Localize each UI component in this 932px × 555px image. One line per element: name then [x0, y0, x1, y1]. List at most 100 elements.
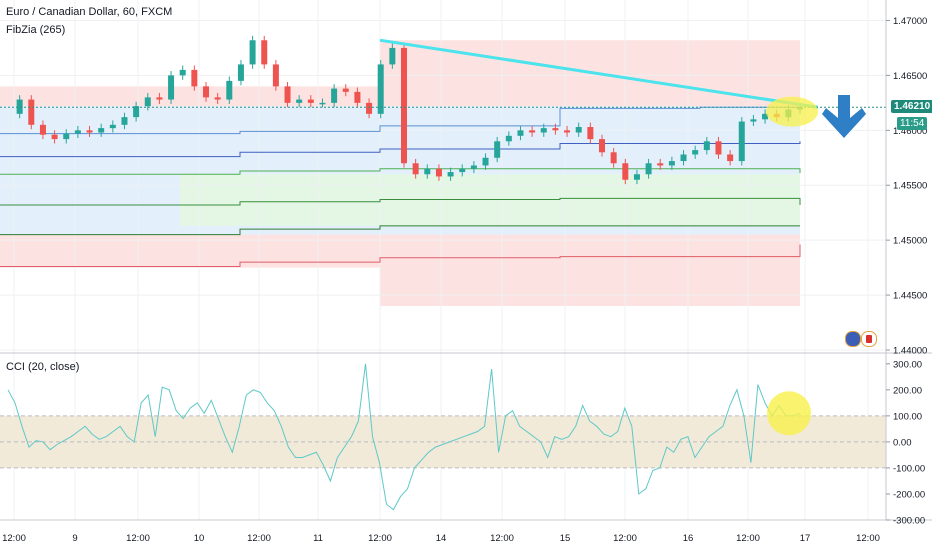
time-tick-label: 12:00 — [2, 533, 26, 544]
time-tick-label: 16 — [683, 533, 694, 544]
candle-body — [575, 127, 582, 133]
candle-body — [727, 154, 734, 162]
fib-line-green-3 — [0, 225, 800, 236]
ca-flag-icon[interactable] — [861, 331, 877, 347]
candle-body — [331, 88, 338, 103]
cci-tick-label: -100.00 — [893, 463, 925, 474]
price-tick-label: 1.44500 — [893, 291, 927, 302]
candle-body — [249, 40, 256, 65]
candle-body — [98, 128, 105, 133]
candle-body — [214, 97, 221, 100]
candle-body — [377, 64, 384, 114]
candle-body — [692, 150, 699, 155]
candle-body — [284, 86, 291, 103]
candle-body — [517, 130, 524, 136]
candle-body — [564, 130, 571, 133]
cci-tick-label: 100.00 — [893, 411, 922, 422]
candle-body — [645, 163, 652, 175]
candle-body — [401, 47, 407, 164]
candle-body — [272, 64, 279, 87]
candle-body — [750, 119, 757, 122]
candle-body — [668, 161, 675, 166]
cci-tick-label: -200.00 — [893, 489, 925, 500]
candle-body — [354, 91, 361, 103]
candle-body — [703, 141, 710, 151]
fib-line-mid-blue — [0, 141, 801, 158]
time-tick-label: 12:00 — [247, 533, 271, 544]
candle-body — [459, 168, 466, 173]
candle-body — [51, 134, 58, 140]
candle-body — [203, 86, 209, 98]
candle-body — [307, 99, 314, 103]
cci-tick-label: 200.00 — [893, 385, 922, 396]
fib-lines — [0, 106, 801, 268]
candle-body — [424, 168, 431, 175]
candle-body — [470, 165, 477, 169]
chart-title: Euro / Canadian Dollar, 60, FXCM — [6, 6, 173, 18]
trendline — [379, 38, 819, 109]
candle-body — [179, 69, 186, 76]
time-tick-label: 12:00 — [126, 533, 150, 544]
candle-body — [540, 128, 547, 133]
candle-body — [738, 121, 745, 162]
time-tick-label: 10 — [194, 533, 205, 544]
candle-body — [435, 168, 442, 177]
time-tick-label: 9 — [72, 533, 77, 544]
candle-body — [133, 106, 140, 118]
candle-body — [680, 154, 687, 162]
price-tick-label: 1.45500 — [893, 181, 927, 192]
fib-line-upper-blue — [0, 106, 800, 135]
candle-body — [109, 124, 116, 129]
candle-body — [16, 99, 23, 114]
candle-body — [63, 133, 70, 140]
time-tick-label: 11 — [313, 533, 323, 544]
cci-panel — [0, 363, 886, 511]
candle-body — [657, 163, 664, 166]
candle-body — [39, 124, 46, 135]
candle-body — [261, 40, 268, 65]
candle-body — [28, 99, 35, 125]
candle-body — [86, 130, 93, 133]
indicator-label: FibZia (265) — [6, 24, 66, 36]
candle-body — [296, 99, 303, 103]
time-tick-label: 17 — [800, 533, 811, 544]
time-tick-label: 14 — [436, 533, 447, 544]
countdown-badge: 11:54 — [897, 117, 928, 130]
candle-body — [587, 127, 594, 140]
candle-body — [191, 69, 198, 87]
zone-green — [180, 174, 800, 226]
candle-body — [226, 80, 233, 100]
candle-body — [74, 130, 81, 134]
price-tick-label: 1.44000 — [893, 346, 927, 357]
candle-body — [168, 75, 175, 100]
candle-body — [366, 102, 373, 114]
candle-body — [552, 128, 559, 131]
price-tick-label: 1.45000 — [893, 236, 927, 247]
candle-body — [237, 64, 244, 81]
time-tick-label: 12:00 — [736, 533, 760, 544]
candle-body — [622, 163, 629, 180]
eu-flag-icon[interactable] — [845, 331, 861, 347]
candle-body — [610, 152, 617, 164]
highlight-ellipse — [766, 96, 818, 127]
down-arrow-icon — [822, 95, 866, 138]
price-tick-label: 1.46000 — [893, 126, 927, 137]
time-tick-label: 12:00 — [368, 533, 392, 544]
price-tick-label: 1.46500 — [893, 71, 927, 82]
candle-body — [342, 88, 349, 92]
time-tick-label: 12:00 — [490, 533, 514, 544]
annotations — [0, 38, 886, 138]
fib-zones — [0, 40, 800, 307]
fib-line-green-2 — [0, 197, 801, 206]
cci-label: CCI (20, close) — [6, 361, 80, 373]
candle-body — [505, 135, 512, 142]
candle-body — [389, 47, 396, 65]
candle-body — [156, 97, 163, 100]
cci-tick-label: 300.00 — [893, 359, 922, 370]
fib-line-green-1 — [0, 168, 801, 175]
candle-body — [633, 174, 640, 180]
candle-body — [762, 113, 769, 120]
